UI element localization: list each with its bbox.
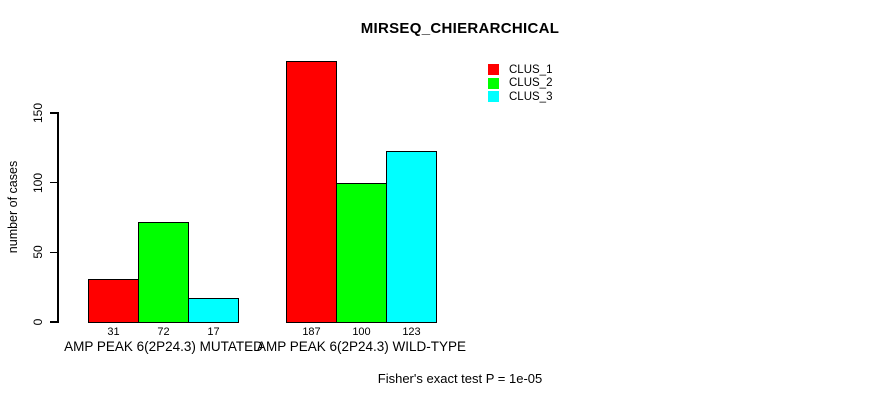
bar-value-label: 123 bbox=[402, 326, 421, 338]
y-tick bbox=[50, 251, 57, 254]
legend-swatch-icon bbox=[488, 91, 499, 103]
y-tick-label: 150 bbox=[31, 102, 45, 124]
group-label: AMP PEAK 6(2P24.3) WILD-TYPE bbox=[256, 339, 467, 354]
y-tick-label: 0 bbox=[31, 318, 45, 326]
legend-label: CLUS_1 bbox=[509, 63, 553, 76]
stat-annotation: Fisher's exact test P = 1e-05 bbox=[377, 371, 543, 386]
y-tick bbox=[50, 181, 57, 184]
legend-item: CLUS_2 bbox=[488, 77, 552, 91]
bar-value-label: 100 bbox=[352, 326, 371, 338]
y-tick bbox=[50, 112, 57, 114]
y-tick-label: 50 bbox=[31, 245, 45, 260]
legend-swatch-icon bbox=[488, 77, 499, 89]
y-tick bbox=[50, 321, 57, 323]
bar bbox=[386, 150, 437, 323]
bar-value-label: 187 bbox=[302, 326, 321, 338]
group-label: AMP PEAK 6(2P24.3) MUTATED bbox=[64, 339, 263, 354]
bar bbox=[88, 278, 139, 323]
bar bbox=[336, 182, 387, 323]
legend: CLUS_1 CLUS_2 CLUS_3 bbox=[488, 63, 552, 104]
bar-value-label: 17 bbox=[207, 326, 220, 338]
bar-value-label: 72 bbox=[157, 326, 170, 338]
legend-item: CLUS_3 bbox=[488, 90, 552, 104]
legend-label: CLUS_3 bbox=[509, 90, 553, 103]
y-tick-label: 100 bbox=[31, 172, 45, 193]
bar bbox=[188, 298, 239, 323]
legend-swatch-icon bbox=[488, 64, 499, 76]
bar bbox=[138, 221, 189, 323]
legend-label: CLUS_2 bbox=[509, 77, 553, 90]
y-axis-label: number of cases bbox=[6, 160, 20, 254]
y-axis bbox=[57, 112, 59, 323]
chart-title: MIRSEQ_CHIERARCHICAL bbox=[360, 20, 560, 37]
bar bbox=[286, 61, 337, 323]
bar-value-label: 31 bbox=[107, 326, 120, 338]
legend-item: CLUS_1 bbox=[488, 63, 552, 77]
